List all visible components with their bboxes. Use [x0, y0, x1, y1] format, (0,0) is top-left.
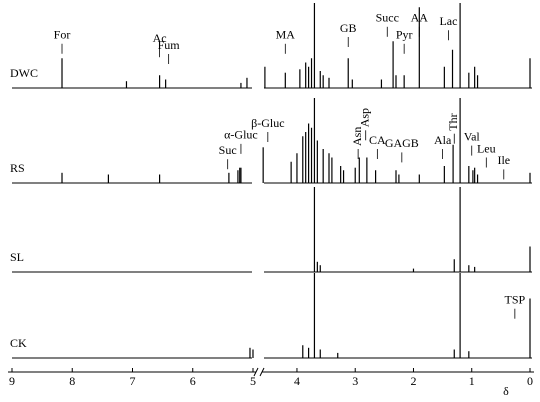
annotation-label: MA — [276, 28, 296, 42]
x-axis-label: δ — [503, 384, 509, 398]
x-tick-label: 3 — [352, 374, 358, 388]
x-tick-label: 1 — [469, 374, 475, 388]
annotation-label: β-Gluc — [251, 116, 284, 130]
annotation-label: Asp — [357, 108, 371, 127]
axis-break — [253, 367, 265, 377]
annotation-label: Fum — [158, 38, 181, 52]
spectrum-label: RS — [10, 161, 25, 175]
spectrum-label: DWC — [10, 66, 38, 80]
annotation-label: α-Gluc — [224, 128, 258, 142]
annotation-label: Val — [464, 129, 481, 143]
annotation-label: Ala — [434, 133, 452, 147]
annotation-label: Suc — [219, 143, 237, 157]
x-tick-label: 2 — [410, 374, 416, 388]
x-tick-label: 8 — [69, 374, 75, 388]
x-tick-label: 4 — [294, 374, 300, 388]
annotation-label: Thr — [446, 113, 460, 130]
annotation-label: Ile — [497, 153, 510, 167]
annotation-label: Pyr — [396, 28, 413, 42]
x-tick-label: 7 — [129, 374, 135, 388]
annotation-label: GB — [340, 21, 357, 35]
annotation-label: GAGB — [385, 136, 419, 150]
annotation-label: AA — [411, 11, 429, 25]
annotation-label: CA — [369, 133, 386, 147]
annotation-label: Ac — [153, 31, 167, 45]
annotation-label: Succ — [376, 11, 399, 25]
spectrum-label: SL — [10, 250, 24, 264]
annotation-label: Lac — [439, 14, 457, 28]
x-tick-label: 9 — [9, 374, 15, 388]
x-tick-label: 5 — [250, 374, 256, 388]
annotation-label: Asn — [350, 127, 364, 146]
annotation-label: TSP — [505, 292, 526, 306]
x-tick-label: 0 — [527, 374, 533, 388]
x-tick-label: 6 — [190, 374, 196, 388]
spectrum-label: CK — [10, 336, 27, 350]
annotation-label: For — [54, 28, 71, 42]
annotation-label: Leu — [477, 141, 496, 155]
